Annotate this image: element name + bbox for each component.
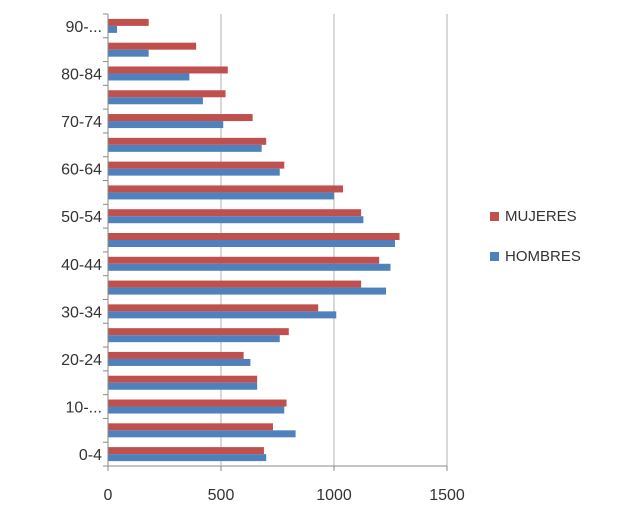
legend-item-mujeres: MUJERES	[490, 206, 581, 226]
bar-hombres-75-79	[108, 97, 203, 105]
bar-mujeres-80-84	[108, 66, 228, 74]
bar-mujeres-50-54	[108, 209, 362, 217]
legend-swatch-mujeres	[490, 211, 499, 221]
bar-hombres-20-24	[108, 358, 251, 366]
x-tick-label: 1500	[429, 487, 465, 504]
bar-mujeres-75-79	[108, 90, 226, 98]
y-tick-label: 50-54	[61, 209, 102, 226]
y-tick-label: 70-74	[61, 114, 102, 131]
bar-mujeres-65-69	[108, 137, 267, 145]
legend: MUJERES HOMBRES	[490, 206, 581, 286]
legend-label-hombres: HOMBRES	[505, 247, 581, 265]
bar-hombres-50-54	[108, 216, 364, 224]
bar-hombres-40-44	[108, 263, 391, 271]
y-tick-label: 10-...	[66, 400, 102, 417]
x-tick-label: 1000	[316, 487, 352, 504]
bar-hombres-65-69	[108, 144, 262, 152]
bar-hombres-30-34	[108, 311, 337, 319]
bar-hombres-90-...	[108, 25, 118, 33]
legend-label-mujeres: MUJERES	[505, 207, 577, 225]
x-tick-labels: 0 500 1000 1500	[104, 487, 465, 504]
bar-hombres-60-64	[108, 168, 280, 176]
legend-swatch-hombres	[490, 251, 499, 261]
bar-hombres-10-...	[108, 406, 285, 414]
y-tick-label: 40-44	[61, 257, 102, 274]
y-tick-labels: 0-4 10-... 20-24 30-34 40-44 50-54 60-64 70-74 8…	[61, 19, 102, 464]
bar-mujeres-90-...	[108, 18, 149, 26]
y-tick-label: 0-4	[79, 447, 102, 464]
bar-hombres-80-84	[108, 73, 190, 81]
bar-mujeres-10-...	[108, 399, 287, 407]
bar-mujeres-70-74	[108, 114, 253, 122]
bars-group	[108, 18, 400, 462]
x-tick-label: 0	[104, 487, 113, 504]
bar-mujeres-55-59	[108, 185, 344, 193]
y-tick-label: 30-34	[61, 304, 102, 321]
bar-mujeres-0-4	[108, 447, 264, 455]
bar-mujeres-15-19	[108, 375, 258, 383]
bar-hombres-70-74	[108, 121, 224, 129]
axes-group	[103, 13, 448, 471]
legend-item-hombres: HOMBRES	[490, 246, 581, 266]
bar-mujeres-60-64	[108, 161, 285, 169]
bar-hombres-15-19	[108, 382, 258, 390]
y-tick-label: 80-84	[61, 66, 102, 83]
bar-hombres-45-49	[108, 240, 396, 247]
bar-hombres-0-4	[108, 454, 267, 462]
y-tick-label: 20-24	[61, 352, 102, 369]
bar-hombres-55-59	[108, 192, 334, 200]
bar-mujeres-30-34	[108, 304, 319, 312]
bar-mujeres-20-24	[108, 351, 244, 359]
bar-hombres-25-29	[108, 335, 280, 343]
bar-mujeres-5-9	[108, 423, 273, 431]
bar-hombres-35-39	[108, 287, 386, 295]
bar-hombres-5-9	[108, 430, 296, 438]
bar-hombres-85-89	[108, 49, 149, 57]
y-tick-label: 90-...	[66, 19, 102, 36]
y-tick-label: 60-64	[61, 162, 102, 179]
x-tick-label: 500	[208, 487, 235, 504]
bar-mujeres-40-44	[108, 256, 380, 264]
bar-mujeres-25-29	[108, 328, 289, 336]
bar-mujeres-35-39	[108, 280, 362, 288]
bar-mujeres-45-49	[108, 233, 400, 240]
bar-mujeres-85-89	[108, 42, 197, 50]
